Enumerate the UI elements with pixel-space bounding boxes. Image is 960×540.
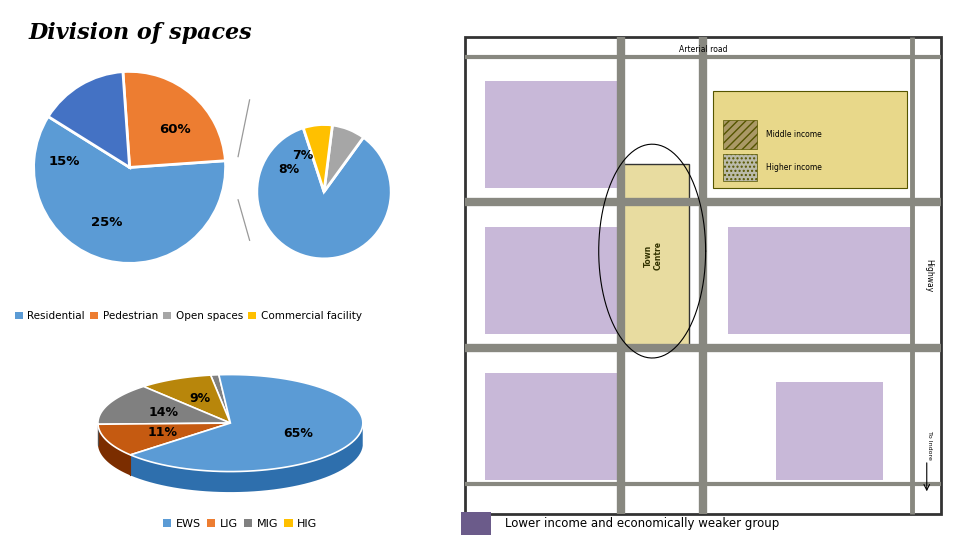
- Bar: [898, 37, 912, 514]
- Text: Middle income: Middle income: [766, 130, 822, 139]
- Text: 7%: 7%: [292, 150, 313, 163]
- Text: Arterial road: Arterial road: [679, 45, 728, 54]
- Bar: [620, 164, 688, 348]
- Wedge shape: [303, 125, 332, 192]
- Wedge shape: [34, 117, 226, 264]
- Bar: [713, 91, 907, 188]
- Bar: [465, 57, 942, 71]
- Bar: [465, 470, 942, 484]
- Bar: [485, 81, 620, 188]
- Legend: Residential, Pedestrian, Open spaces, Commercial facility: Residential, Pedestrian, Open spaces, Co…: [14, 311, 362, 321]
- Wedge shape: [257, 128, 391, 259]
- Polygon shape: [210, 375, 230, 423]
- Text: 14%: 14%: [149, 406, 179, 419]
- Wedge shape: [123, 71, 226, 167]
- Bar: [485, 373, 620, 480]
- Text: 25%: 25%: [90, 215, 122, 228]
- Bar: [465, 348, 942, 363]
- Bar: [723, 154, 756, 180]
- Bar: [688, 37, 703, 514]
- Bar: [606, 37, 620, 514]
- Text: Town
Centre: Town Centre: [643, 241, 662, 271]
- Text: 9%: 9%: [189, 393, 210, 406]
- Wedge shape: [324, 125, 364, 192]
- Bar: [461, 512, 491, 535]
- Polygon shape: [98, 424, 131, 475]
- Text: Lower income and economically weaker group: Lower income and economically weaker gro…: [505, 517, 780, 530]
- Bar: [485, 227, 620, 334]
- Polygon shape: [98, 387, 230, 424]
- Polygon shape: [131, 426, 363, 492]
- Text: To Indore: To Indore: [926, 431, 932, 460]
- Bar: [776, 382, 883, 480]
- Text: 15%: 15%: [49, 155, 81, 168]
- Text: Highway: Highway: [924, 259, 934, 292]
- Text: 60%: 60%: [159, 123, 191, 136]
- Bar: [723, 120, 756, 149]
- Polygon shape: [143, 375, 230, 423]
- Bar: [728, 227, 912, 334]
- Wedge shape: [48, 72, 130, 167]
- Legend: EWS, LIG, MIG, HIG: EWS, LIG, MIG, HIG: [162, 519, 318, 529]
- Text: 11%: 11%: [148, 426, 178, 439]
- Text: Higher income: Higher income: [766, 163, 823, 172]
- Text: 65%: 65%: [283, 427, 313, 440]
- Polygon shape: [131, 375, 363, 471]
- Bar: [465, 202, 942, 217]
- Polygon shape: [98, 423, 230, 455]
- Text: 8%: 8%: [278, 163, 300, 176]
- Text: Division of spaces: Division of spaces: [29, 22, 252, 44]
